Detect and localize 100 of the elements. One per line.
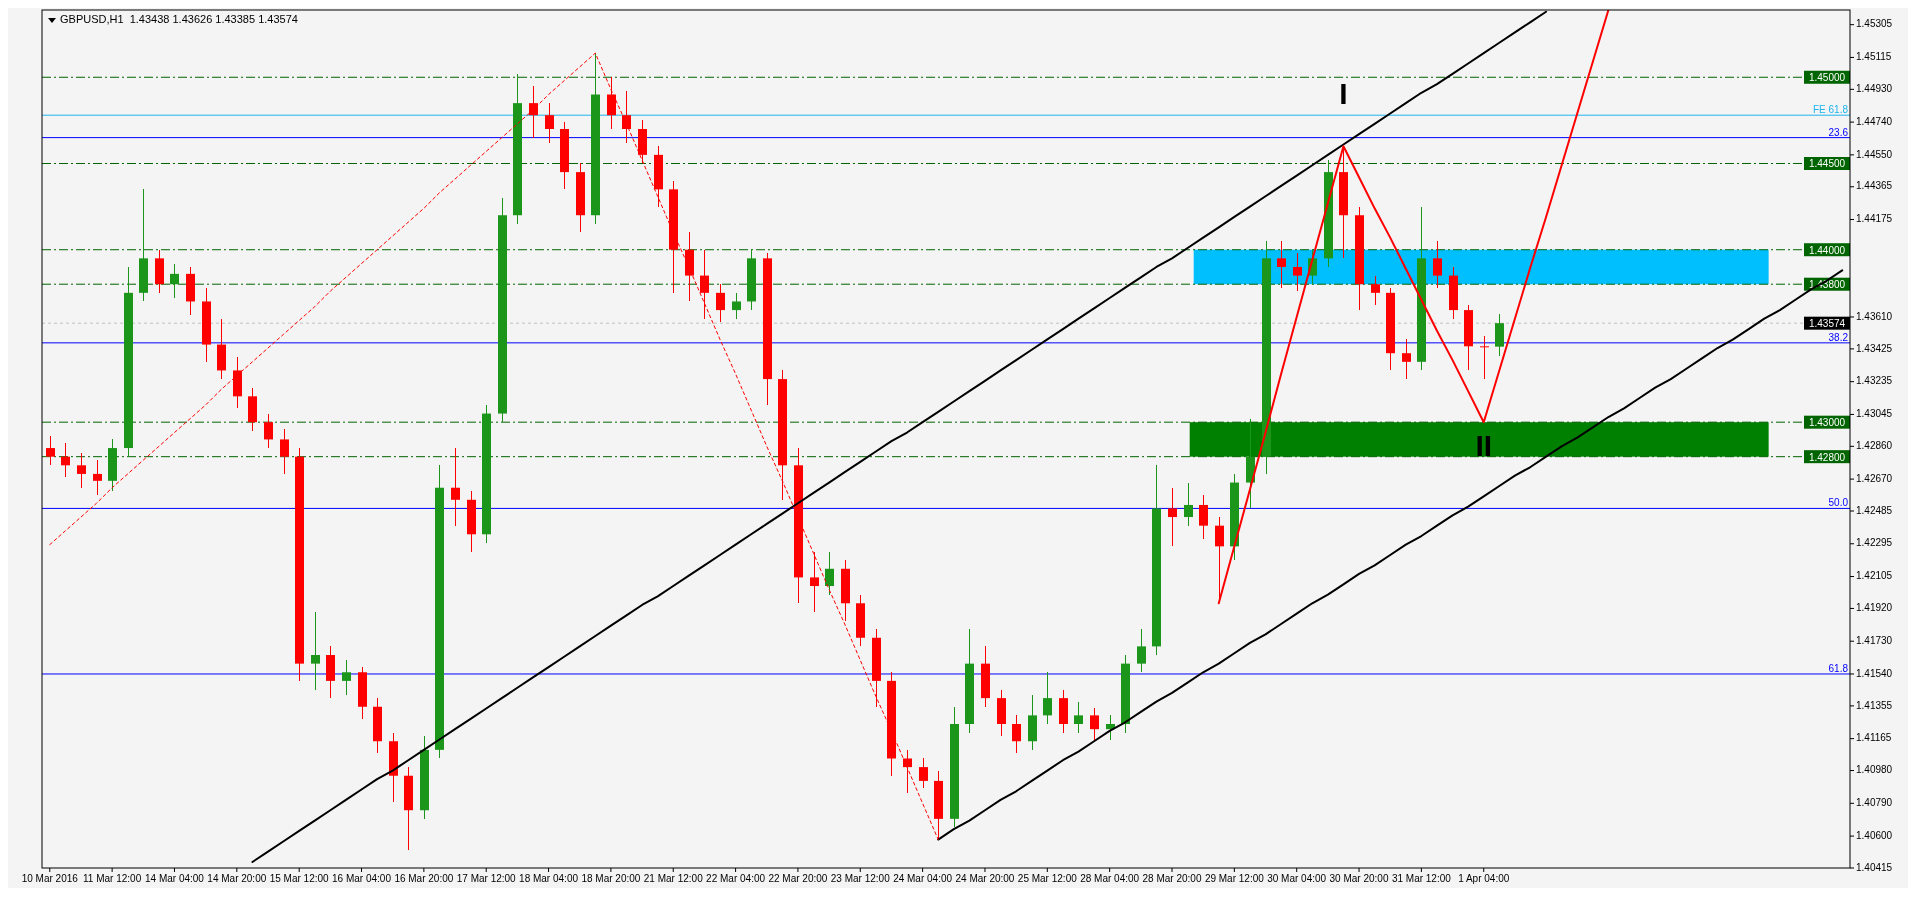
y-tick-label: 1.44365 xyxy=(1856,180,1893,192)
candlestick xyxy=(732,292,741,320)
ref-line-label: 1.43574 xyxy=(1808,318,1846,330)
candlestick xyxy=(810,550,819,613)
y-tick-label: 1.41920 xyxy=(1856,602,1893,614)
x-tick-label: 15 Mar 12:00 xyxy=(269,873,330,884)
candlestick xyxy=(1137,628,1146,674)
candlestick xyxy=(1168,486,1177,548)
x-tick-label: 11 Mar 12:00 xyxy=(83,873,142,884)
x-tick-label: 30 Mar 04:00 xyxy=(1267,873,1327,884)
candlestick xyxy=(607,76,616,130)
y-tick-label: 1.42485 xyxy=(1856,504,1893,516)
x-tick-label: 14 Mar 04:00 xyxy=(145,873,205,884)
y-tick-label: 1.43610 xyxy=(1856,310,1893,322)
x-tick-label: 28 Mar 04:00 xyxy=(1080,873,1140,884)
candlestick xyxy=(1074,700,1083,734)
candlestick xyxy=(919,757,928,789)
candlestick xyxy=(903,749,912,794)
y-tick-label: 1.41165 xyxy=(1856,732,1892,744)
annotation: 23.6 xyxy=(1828,126,1849,138)
candlestick xyxy=(264,412,273,449)
candlestick xyxy=(1199,493,1208,541)
x-tick-label: 1 Apr 04:00 xyxy=(1458,873,1510,884)
x-tick-label: 23 Mar 12:00 xyxy=(830,873,891,884)
candlestick xyxy=(1371,274,1380,306)
candlestick xyxy=(1277,240,1286,289)
x-tick-label: 30 Mar 20:00 xyxy=(1329,873,1389,884)
candlestick xyxy=(61,442,70,479)
candlestick xyxy=(93,459,102,496)
candlestick xyxy=(825,550,834,596)
y-tick-label: 1.40415 xyxy=(1856,861,1893,873)
candlestick xyxy=(1184,481,1193,527)
ref-line-label: 1.43800 xyxy=(1808,279,1846,291)
candlestick xyxy=(1495,313,1504,357)
candlestick xyxy=(622,90,631,144)
candlestick xyxy=(77,452,86,489)
annotation: 50.0 xyxy=(1828,497,1849,509)
chart-title: GBPUSD,H1 1.43438 1.43626 1.43385 1.43574 xyxy=(60,13,298,25)
candlestick xyxy=(529,85,538,139)
y-tick-label: 1.44175 xyxy=(1856,213,1893,225)
x-tick-label: 14 Mar 20:00 xyxy=(207,873,267,884)
x-tick-label: 16 Mar 20:00 xyxy=(394,873,454,884)
candlestick xyxy=(1293,252,1302,292)
ref-line-label: 1.45000 xyxy=(1808,72,1846,84)
candlestick xyxy=(1090,707,1099,742)
x-tick-label: 25 Mar 12:00 xyxy=(1017,873,1078,884)
x-tick-label: 31 Mar 12:00 xyxy=(1391,873,1452,884)
y-tick-label: 1.45305 xyxy=(1856,18,1893,30)
y-tick-label: 1.44930 xyxy=(1856,82,1893,94)
x-tick-label: 16 Mar 04:00 xyxy=(332,873,392,884)
x-tick-label: 24 Mar 04:00 xyxy=(893,873,953,884)
candlestick xyxy=(451,447,460,527)
y-tick-label: 1.40980 xyxy=(1856,764,1893,776)
y-tick-label: 1.42860 xyxy=(1856,439,1893,451)
x-tick-label: 22 Mar 20:00 xyxy=(768,873,828,884)
x-tick-label: 21 Mar 12:00 xyxy=(643,873,704,884)
y-tick-label: 1.40600 xyxy=(1856,829,1893,841)
candlestick xyxy=(716,283,725,323)
candlestick xyxy=(1012,714,1021,755)
candlestick xyxy=(545,102,554,144)
ref-line-label: 1.42800 xyxy=(1808,451,1846,463)
candlestick xyxy=(170,262,179,299)
x-tick-label: 18 Mar 20:00 xyxy=(581,873,641,884)
annotation: II xyxy=(1475,429,1493,463)
x-tick-label: 22 Mar 04:00 xyxy=(706,873,766,884)
annotation: I xyxy=(1339,77,1348,111)
y-tick-label: 1.43425 xyxy=(1856,342,1893,354)
y-tick-label: 1.44550 xyxy=(1856,148,1893,160)
candlestick xyxy=(1480,335,1489,380)
y-tick-label: 1.44740 xyxy=(1856,115,1893,127)
y-tick-label: 1.42670 xyxy=(1856,472,1893,484)
ref-line-label: FE 61.8 xyxy=(1812,104,1849,116)
candlestick xyxy=(280,428,289,475)
ref-line-label: 1.43000 xyxy=(1808,417,1846,429)
annotation: 38.2 xyxy=(1828,331,1849,343)
y-tick-label: 1.41730 xyxy=(1856,634,1893,646)
y-tick-label: 1.41355 xyxy=(1856,699,1893,711)
y-tick-label: 1.43045 xyxy=(1856,408,1893,420)
x-tick-label: 17 Mar 12:00 xyxy=(456,873,517,884)
x-tick-label: 24 Mar 20:00 xyxy=(955,873,1015,884)
candlestick xyxy=(1402,338,1411,380)
candlestick xyxy=(311,611,320,691)
y-tick-label: 1.42295 xyxy=(1856,537,1893,549)
y-tick-label: 1.40790 xyxy=(1856,796,1893,808)
x-tick-label: 18 Mar 04:00 xyxy=(519,873,579,884)
candlestick xyxy=(46,435,55,467)
x-tick-label: 10 Mar 2016 xyxy=(21,873,79,884)
ref-line-label: 1.44500 xyxy=(1808,158,1846,170)
candlestick xyxy=(342,659,351,696)
x-tick-label: 29 Mar 12:00 xyxy=(1204,873,1265,884)
y-tick-label: 1.42105 xyxy=(1856,570,1893,582)
candlestick xyxy=(1043,671,1052,725)
x-tick-label: 28 Mar 20:00 xyxy=(1142,873,1202,884)
y-tick-label: 1.41540 xyxy=(1856,667,1893,679)
y-tick-label: 1.43235 xyxy=(1856,375,1893,387)
y-tick-label: 1.45115 xyxy=(1856,51,1892,63)
ref-line-label: 1.44000 xyxy=(1808,244,1846,256)
candlestick xyxy=(1433,240,1442,289)
candlestick xyxy=(700,248,709,320)
annotation: 61.8 xyxy=(1828,662,1849,674)
